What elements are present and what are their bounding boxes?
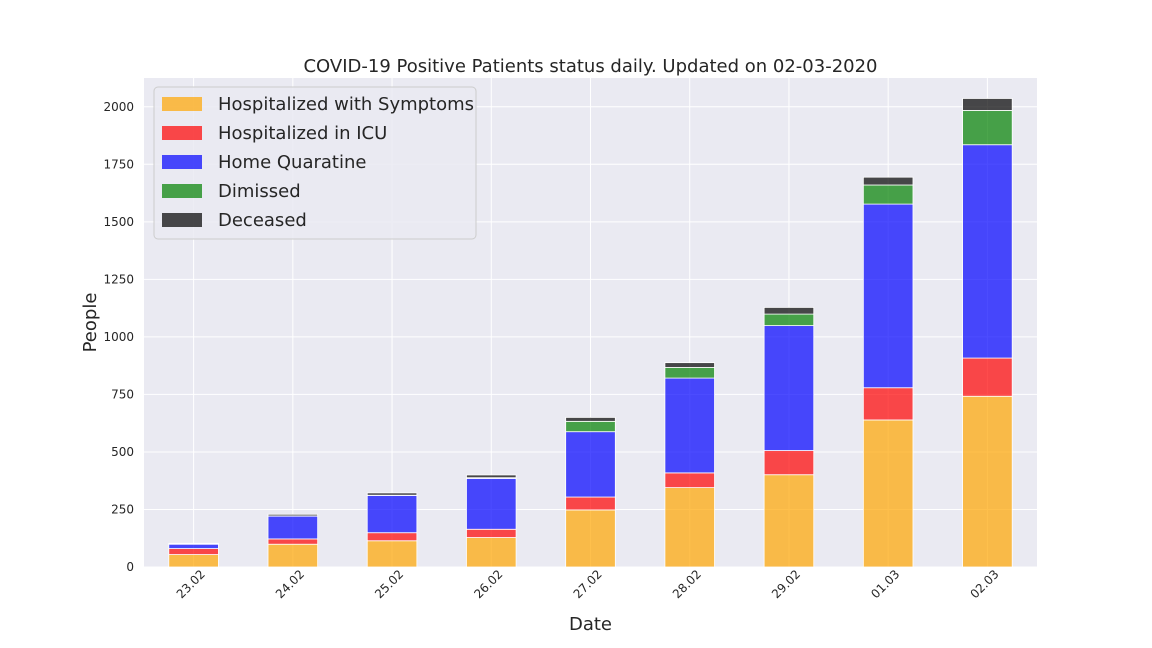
- bar-segment: [962, 144, 1013, 359]
- y-tick-labels: 0 250 500 750 1000 1250 1500 1750 2000: [103, 100, 134, 574]
- bar-segment: [565, 496, 616, 511]
- bar-segment: [466, 478, 517, 530]
- bar-segment: [962, 395, 1013, 568]
- y-tick-label: 2000: [103, 100, 134, 114]
- y-tick-label: 1000: [103, 330, 134, 344]
- bar-segment: [763, 307, 815, 315]
- x-tick-label: 27.02: [571, 567, 605, 601]
- bar-segment: [664, 362, 715, 368]
- y-tick-label: 1750: [103, 157, 134, 171]
- legend-label: Hospitalized in ICU: [218, 123, 387, 144]
- legend-swatch: [162, 184, 202, 198]
- x-tick-label: 01.03: [868, 567, 902, 601]
- bar-segment: [962, 357, 1013, 397]
- legend-label: Home Quaratine: [218, 152, 366, 173]
- bar-segment: [565, 420, 616, 433]
- legend-swatch: [162, 213, 202, 227]
- bar-segment: [366, 532, 418, 542]
- bar-segment: [565, 431, 616, 498]
- bar-segment: [664, 377, 715, 474]
- legend-swatch: [162, 126, 202, 140]
- y-tick-label: 1250: [103, 272, 134, 286]
- bars: [168, 98, 1013, 568]
- y-tick-label: 0: [126, 560, 134, 574]
- bar-segment: [664, 472, 715, 489]
- bar-segment: [267, 515, 319, 540]
- bar-segment: [565, 509, 616, 568]
- y-tick-label: 1500: [103, 215, 134, 229]
- y-tick-label: 500: [111, 445, 134, 459]
- legend-swatch: [162, 155, 202, 169]
- bar-segment: [763, 474, 815, 568]
- y-axis-label: People: [80, 293, 101, 353]
- bar-segment: [862, 176, 914, 186]
- bar-segment: [664, 487, 715, 568]
- bar-segment: [962, 98, 1013, 111]
- legend-label: Deceased: [218, 210, 307, 231]
- legend-box: [153, 86, 477, 240]
- bar-segment: [466, 528, 517, 538]
- bar-segment: [267, 538, 319, 545]
- bar-segment: [862, 184, 914, 205]
- y-tick-label: 250: [111, 502, 134, 516]
- bar-segment: [962, 110, 1013, 146]
- bar-segment: [862, 203, 914, 389]
- x-tick-label: 24.02: [273, 567, 307, 601]
- legend-label: Dimissed: [218, 181, 301, 202]
- bar-segment: [168, 543, 219, 549]
- x-tick-labels: 23.02 24.02 25.02 26.02 27.02 28.02 29.02 01.03…: [174, 567, 1002, 601]
- bar-segment: [763, 325, 815, 451]
- bar-segment: [366, 540, 418, 568]
- x-tick-label: 26.02: [471, 567, 505, 601]
- x-tick-label: 25.02: [372, 567, 406, 601]
- y-tick-label: 750: [111, 387, 134, 401]
- bar-segment: [466, 474, 517, 479]
- bar-segment: [267, 513, 319, 517]
- x-tick-label: 29.02: [769, 567, 803, 601]
- legend: Hospitalized with Symptoms Hospitalized i…: [153, 86, 477, 240]
- legend-swatch: [162, 97, 202, 111]
- bar-segment: [168, 548, 219, 555]
- bar-segment: [366, 495, 418, 534]
- bar-segment: [862, 387, 914, 421]
- bar-segment: [763, 313, 815, 327]
- bar-segment: [366, 492, 418, 496]
- bar-segment: [168, 554, 219, 568]
- x-tick-label: 23.02: [174, 567, 208, 601]
- bar-segment: [862, 419, 914, 568]
- bar-segment: [168, 542, 219, 545]
- bar-segment: [664, 367, 715, 379]
- chart-title: COVID-19 Positive Patients status daily.…: [303, 56, 877, 77]
- bar-segment: [466, 537, 517, 568]
- bar-segment: [565, 417, 616, 422]
- legend-label: Hospitalized with Symptoms: [218, 94, 474, 115]
- bar-segment: [267, 543, 319, 568]
- x-tick-label: 28.02: [670, 567, 704, 601]
- bar-segment: [763, 450, 815, 476]
- x-axis-label: Date: [569, 614, 612, 635]
- x-tick-label: 02.03: [967, 567, 1001, 601]
